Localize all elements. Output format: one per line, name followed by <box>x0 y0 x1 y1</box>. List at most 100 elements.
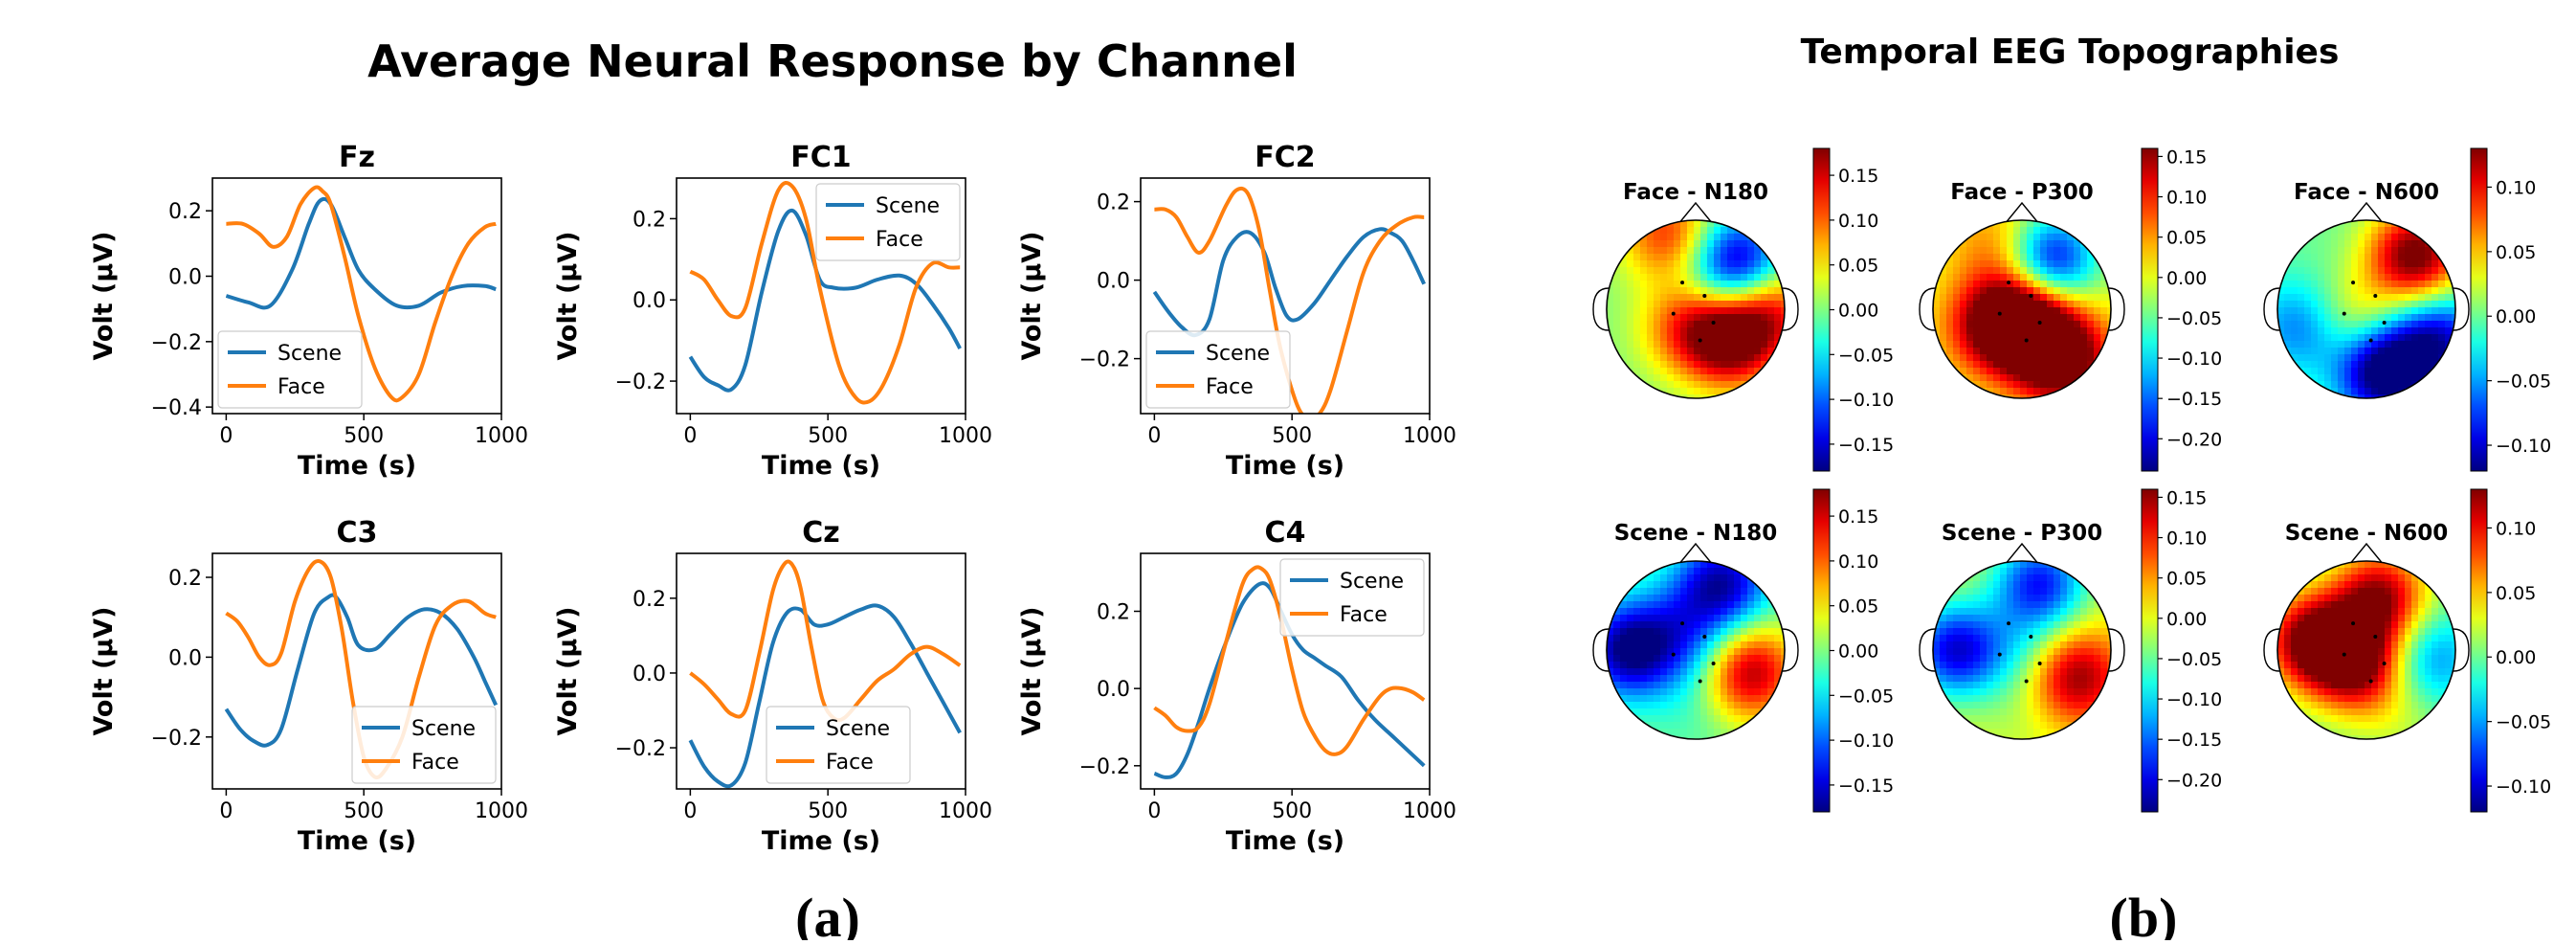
field-cell <box>2344 635 2352 642</box>
field-cell <box>1946 668 1954 676</box>
topomap-title: Face - N600 <box>2294 180 2439 205</box>
field-cell <box>2054 574 2061 582</box>
field-cell <box>2411 588 2419 596</box>
field-cell <box>2284 287 2292 295</box>
field-cell <box>2298 641 2305 649</box>
field-cell <box>2385 334 2392 342</box>
field-cell <box>2277 314 2285 322</box>
field-cell <box>2418 615 2426 622</box>
field-cell <box>2344 682 2352 689</box>
field-cell <box>1687 574 1695 582</box>
field-cell <box>2013 715 2021 723</box>
field-cell <box>2311 688 2319 696</box>
field-cell <box>2054 568 2061 575</box>
field-cell <box>1667 307 1675 315</box>
field-cell <box>2304 655 2312 663</box>
field-cell <box>2344 695 2352 703</box>
field-cell <box>2365 595 2372 602</box>
field-cell <box>2358 601 2365 609</box>
field-cell <box>1774 662 1782 669</box>
field-cell <box>1727 281 1735 288</box>
field-cell <box>1741 595 1748 602</box>
field-cell <box>1987 608 1994 616</box>
field-cell <box>1680 568 1688 575</box>
field-cell <box>1707 267 1715 275</box>
field-cell <box>1680 635 1688 642</box>
field-cell <box>2438 314 2446 322</box>
field-cell <box>1721 615 1728 622</box>
field-cell <box>2425 260 2432 268</box>
field-cell <box>1607 327 1614 335</box>
field-cell <box>2398 655 2406 663</box>
colorbar-tick-label: 0.05 <box>2496 583 2536 604</box>
field-cell <box>1647 381 1654 389</box>
field-cell <box>2100 327 2108 335</box>
field-cell <box>1946 281 1954 288</box>
field-cell <box>2425 574 2432 582</box>
field-cell <box>2405 368 2412 375</box>
field-cell <box>1754 621 1762 629</box>
field-cell <box>1761 301 1768 308</box>
field-cell <box>2080 695 2088 703</box>
field-cell <box>2371 641 2379 649</box>
field-cell <box>2277 287 2285 295</box>
field-cell <box>1714 287 1721 295</box>
field-cell <box>1933 608 1941 616</box>
field-cell <box>1734 608 1742 616</box>
field-cell <box>2358 655 2365 663</box>
field-cell <box>1667 227 1675 235</box>
field-cell <box>1613 274 1621 281</box>
field-cell <box>1960 615 1967 622</box>
y-tick-label: −0.2 <box>151 727 202 751</box>
field-cell <box>1654 675 1661 683</box>
x-tick-label: 500 <box>344 424 384 448</box>
legend-label-scene: Scene <box>411 717 476 741</box>
field-cell <box>2324 568 2332 575</box>
field-cell <box>1700 281 1708 288</box>
field-cell <box>1667 608 1675 616</box>
field-cell <box>1761 267 1768 275</box>
field-cell <box>2033 321 2041 328</box>
field-cell <box>1761 334 1768 342</box>
colorbar-tick-label: −0.05 <box>2166 308 2222 329</box>
field-cell <box>2291 628 2298 636</box>
field-cell <box>2284 675 2292 683</box>
field-cell <box>2000 628 2008 636</box>
field-cell <box>2338 568 2345 575</box>
field-cell <box>1734 648 1742 656</box>
field-cell <box>1660 294 1668 302</box>
field-cell <box>2040 220 2048 228</box>
colorbar-tick-label: 0.00 <box>2496 647 2536 668</box>
field-cell <box>2000 588 2008 596</box>
field-cell <box>2298 348 2305 355</box>
field-cell <box>1714 702 1721 709</box>
field-cell <box>2425 621 2432 629</box>
field-cell <box>2432 287 2439 295</box>
field-cell <box>2107 274 2111 281</box>
field-cell <box>1700 662 1708 669</box>
field-cell <box>1700 301 1708 308</box>
field-cell <box>2405 695 2412 703</box>
field-cell <box>2344 648 2352 656</box>
field-cell <box>2398 348 2406 355</box>
field-cell <box>1687 267 1695 275</box>
field-cell <box>2040 568 2048 575</box>
field-cell <box>2007 628 2014 636</box>
field-cell <box>1993 595 2001 602</box>
field-cell <box>2027 301 2034 308</box>
field-cell <box>2344 568 2352 575</box>
field-cell <box>1714 247 1721 255</box>
field-cell <box>2398 227 2406 235</box>
field-cell <box>1674 608 1681 616</box>
field-cell <box>1694 595 1701 602</box>
field-cell <box>2080 635 2088 642</box>
field-cell <box>1647 635 1654 642</box>
field-cell <box>1674 368 1681 375</box>
field-cell <box>1607 287 1614 295</box>
field-cell <box>1660 281 1668 288</box>
colorbar-tick-label: 0.10 <box>2496 518 2536 539</box>
field-cell <box>2298 682 2305 689</box>
field-cell <box>1707 240 1715 248</box>
field-cell <box>2378 688 2386 696</box>
field-cell <box>1640 662 1648 669</box>
